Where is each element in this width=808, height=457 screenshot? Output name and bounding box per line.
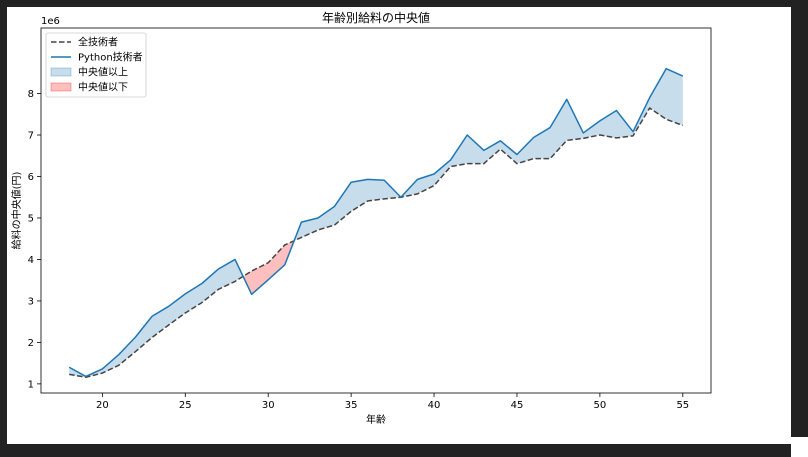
fill-above-4-0	[135, 316, 153, 352]
fill-above-29-0	[550, 99, 567, 159]
fill-above-27-0	[516, 137, 534, 164]
y-tick-label-1: 2	[28, 338, 34, 349]
fill-above-23-0	[450, 135, 468, 167]
x-tick-label-2: 30	[262, 400, 275, 411]
legend-swatch-3	[50, 82, 72, 92]
fill-above-7-0	[185, 283, 202, 313]
fill-above-26-0	[500, 140, 517, 164]
fill-below-12-0	[268, 244, 285, 280]
y-tick-label-2: 3	[28, 296, 34, 307]
y-tick-label-0: 1	[28, 379, 34, 390]
y-tick-label-3: 4	[28, 255, 34, 266]
y-axis-label: 給料の中央値(円)	[10, 172, 23, 250]
fill-above-24-0	[467, 135, 484, 164]
x-tick-label-6: 50	[594, 400, 607, 411]
fill-above-6-0	[168, 293, 186, 325]
fill-above-15-0	[317, 206, 335, 230]
fill-above-8-0	[201, 268, 219, 303]
fill-above-3-0	[118, 337, 136, 366]
x-tick-label-5: 45	[511, 400, 524, 411]
fill-above-17-0	[351, 179, 368, 212]
x-tick-label-7: 55	[676, 400, 689, 411]
fill-areas	[69, 68, 683, 378]
canvas-corner	[791, 437, 808, 457]
y-offset-label: 1e6	[41, 16, 60, 27]
fill-above-36-0	[666, 68, 683, 126]
y-tick-label-4: 5	[28, 213, 34, 224]
chart-title: 年齢別給料の中央値	[322, 10, 430, 25]
fill-above-22-0	[434, 159, 451, 186]
plot-frame	[40, 27, 712, 394]
x-tick-label-0: 20	[96, 400, 109, 411]
x-tick-label-1: 25	[179, 400, 192, 411]
fill-above-2-0	[102, 354, 119, 374]
fill-above-18-0	[367, 179, 385, 201]
fill-above-31-0	[583, 120, 600, 139]
y-tick-label-5: 6	[28, 172, 34, 183]
x-axis-label: 年齢	[366, 413, 386, 426]
fill-above-35-0	[649, 68, 667, 120]
y-tick-label-7: 8	[28, 89, 34, 100]
series-line-0	[69, 107, 684, 378]
legend-label-3: 中央値以下	[78, 81, 128, 94]
fill-above-30-0	[566, 99, 584, 141]
legend-label-2: 中央値以上	[78, 66, 128, 79]
x-tick-label-4: 40	[428, 400, 441, 411]
fill-above-14-0	[301, 217, 318, 238]
legend-label-1: Python技術者	[78, 51, 143, 64]
x-tick-label-3: 35	[345, 400, 358, 411]
fill-above-33-0	[616, 110, 634, 138]
legend-label-0: 全技術者	[78, 36, 118, 49]
series-line-1	[68, 67, 684, 378]
fill-below-11-0	[251, 262, 269, 295]
y-tick-label-6: 7	[28, 131, 34, 142]
fill-above-32-0	[599, 110, 617, 138]
fill-above-21-0	[417, 174, 435, 194]
fill-above-25-0	[483, 140, 501, 164]
series-lines	[68, 67, 684, 378]
legend-box	[45, 32, 147, 98]
legend-swatch-2	[50, 67, 72, 77]
